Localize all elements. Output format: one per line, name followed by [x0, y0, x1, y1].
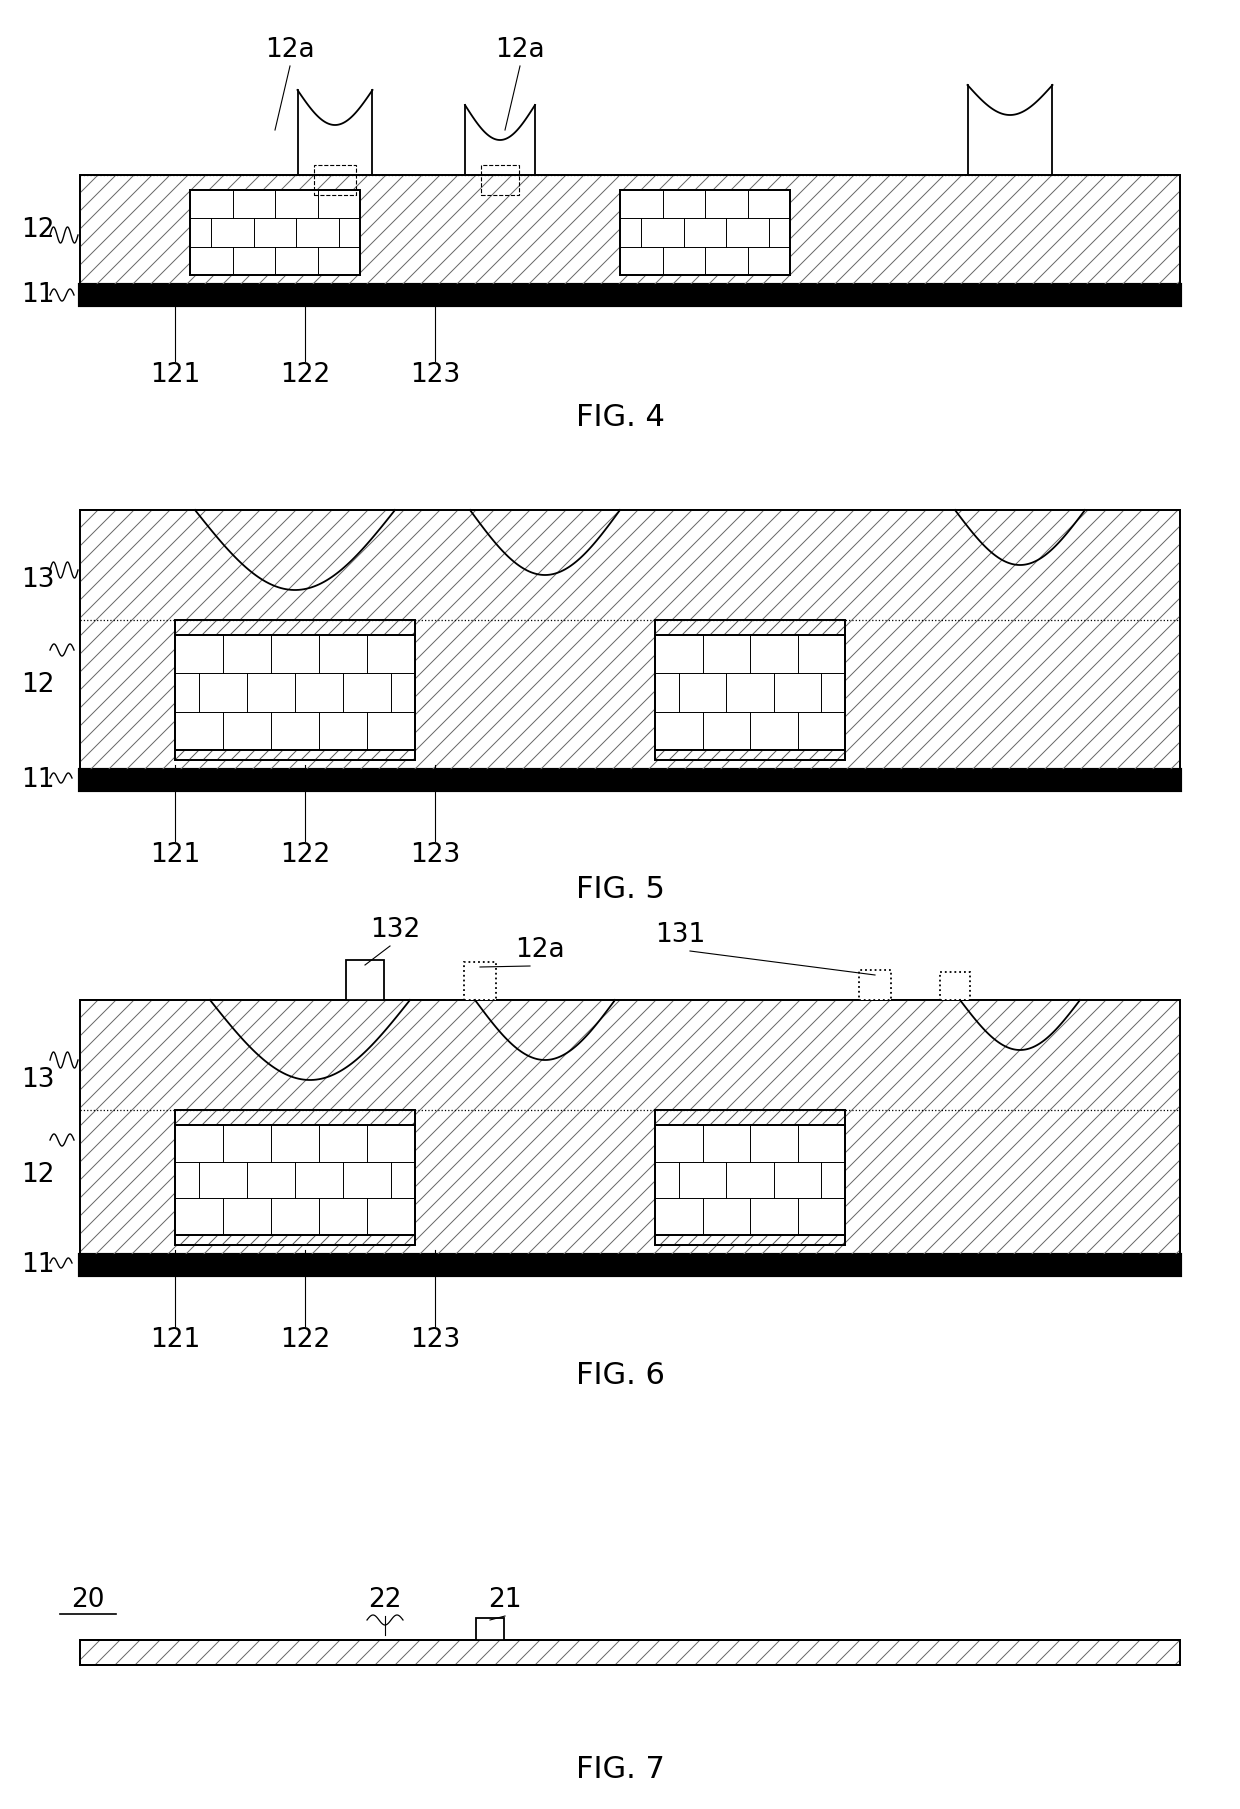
Text: 121: 121 — [150, 841, 200, 868]
Text: 122: 122 — [280, 1328, 330, 1353]
Text: 12: 12 — [21, 1161, 55, 1189]
Text: 122: 122 — [280, 362, 330, 387]
Bar — [655, 635, 844, 751]
Bar — [81, 175, 1180, 286]
Text: 13: 13 — [21, 566, 55, 593]
Bar — [655, 620, 844, 760]
Bar — [620, 190, 790, 275]
Bar — [81, 771, 1180, 791]
Bar — [81, 1255, 1180, 1275]
Text: 21: 21 — [489, 1586, 522, 1614]
Bar — [190, 190, 360, 275]
Bar — [81, 175, 1180, 286]
Text: 122: 122 — [280, 841, 330, 868]
Bar — [81, 175, 1180, 286]
Bar — [175, 1111, 415, 1245]
Bar — [655, 1125, 844, 1236]
Text: 22: 22 — [368, 1586, 402, 1614]
Bar — [655, 620, 844, 760]
Bar — [476, 1617, 503, 1641]
Bar — [81, 1000, 1180, 1255]
Bar — [81, 1000, 1180, 1255]
Bar — [655, 1111, 844, 1245]
Bar — [81, 1641, 1180, 1664]
Text: 121: 121 — [150, 362, 200, 387]
Text: 123: 123 — [410, 362, 460, 387]
Bar — [175, 1111, 415, 1245]
Bar — [81, 510, 1180, 771]
Bar — [175, 635, 415, 751]
Text: 121: 121 — [150, 1328, 200, 1353]
Bar — [655, 635, 844, 751]
Bar — [190, 190, 360, 275]
Bar — [81, 1641, 1180, 1664]
Bar — [175, 620, 415, 760]
Bar — [81, 286, 1180, 306]
Bar — [655, 1111, 844, 1245]
Bar — [859, 970, 892, 1000]
Text: FIG. 4: FIG. 4 — [575, 403, 665, 432]
Text: 12a: 12a — [265, 36, 315, 63]
Text: 13: 13 — [21, 1067, 55, 1093]
Bar — [620, 190, 790, 275]
Text: 132: 132 — [370, 917, 420, 942]
Text: 11: 11 — [21, 282, 55, 308]
Bar — [175, 1125, 415, 1236]
Text: 20: 20 — [71, 1586, 104, 1614]
Text: 12a: 12a — [515, 937, 564, 962]
Bar — [655, 1111, 844, 1245]
Text: 11: 11 — [21, 1252, 55, 1277]
Text: 12: 12 — [21, 671, 55, 698]
Text: FIG. 7: FIG. 7 — [575, 1755, 665, 1784]
Bar — [175, 1125, 415, 1236]
Bar — [175, 620, 415, 760]
Bar — [175, 1111, 415, 1245]
Bar — [464, 962, 496, 1000]
Bar — [315, 165, 356, 195]
Bar — [346, 961, 384, 1000]
Bar — [940, 971, 970, 1000]
Bar — [175, 620, 415, 760]
Bar — [175, 635, 415, 751]
Bar — [481, 165, 520, 195]
Text: 12: 12 — [21, 217, 55, 242]
Text: 123: 123 — [410, 841, 460, 868]
Text: 11: 11 — [21, 767, 55, 792]
Text: FIG. 6: FIG. 6 — [575, 1360, 665, 1389]
Text: FIG. 5: FIG. 5 — [575, 876, 665, 904]
Bar — [655, 620, 844, 760]
Bar — [81, 1641, 1180, 1664]
Text: 123: 123 — [410, 1328, 460, 1353]
Text: 12a: 12a — [495, 36, 544, 63]
Bar — [81, 510, 1180, 771]
Text: 131: 131 — [655, 923, 706, 948]
Bar — [81, 510, 1180, 771]
Bar — [81, 1000, 1180, 1255]
Bar — [655, 1125, 844, 1236]
